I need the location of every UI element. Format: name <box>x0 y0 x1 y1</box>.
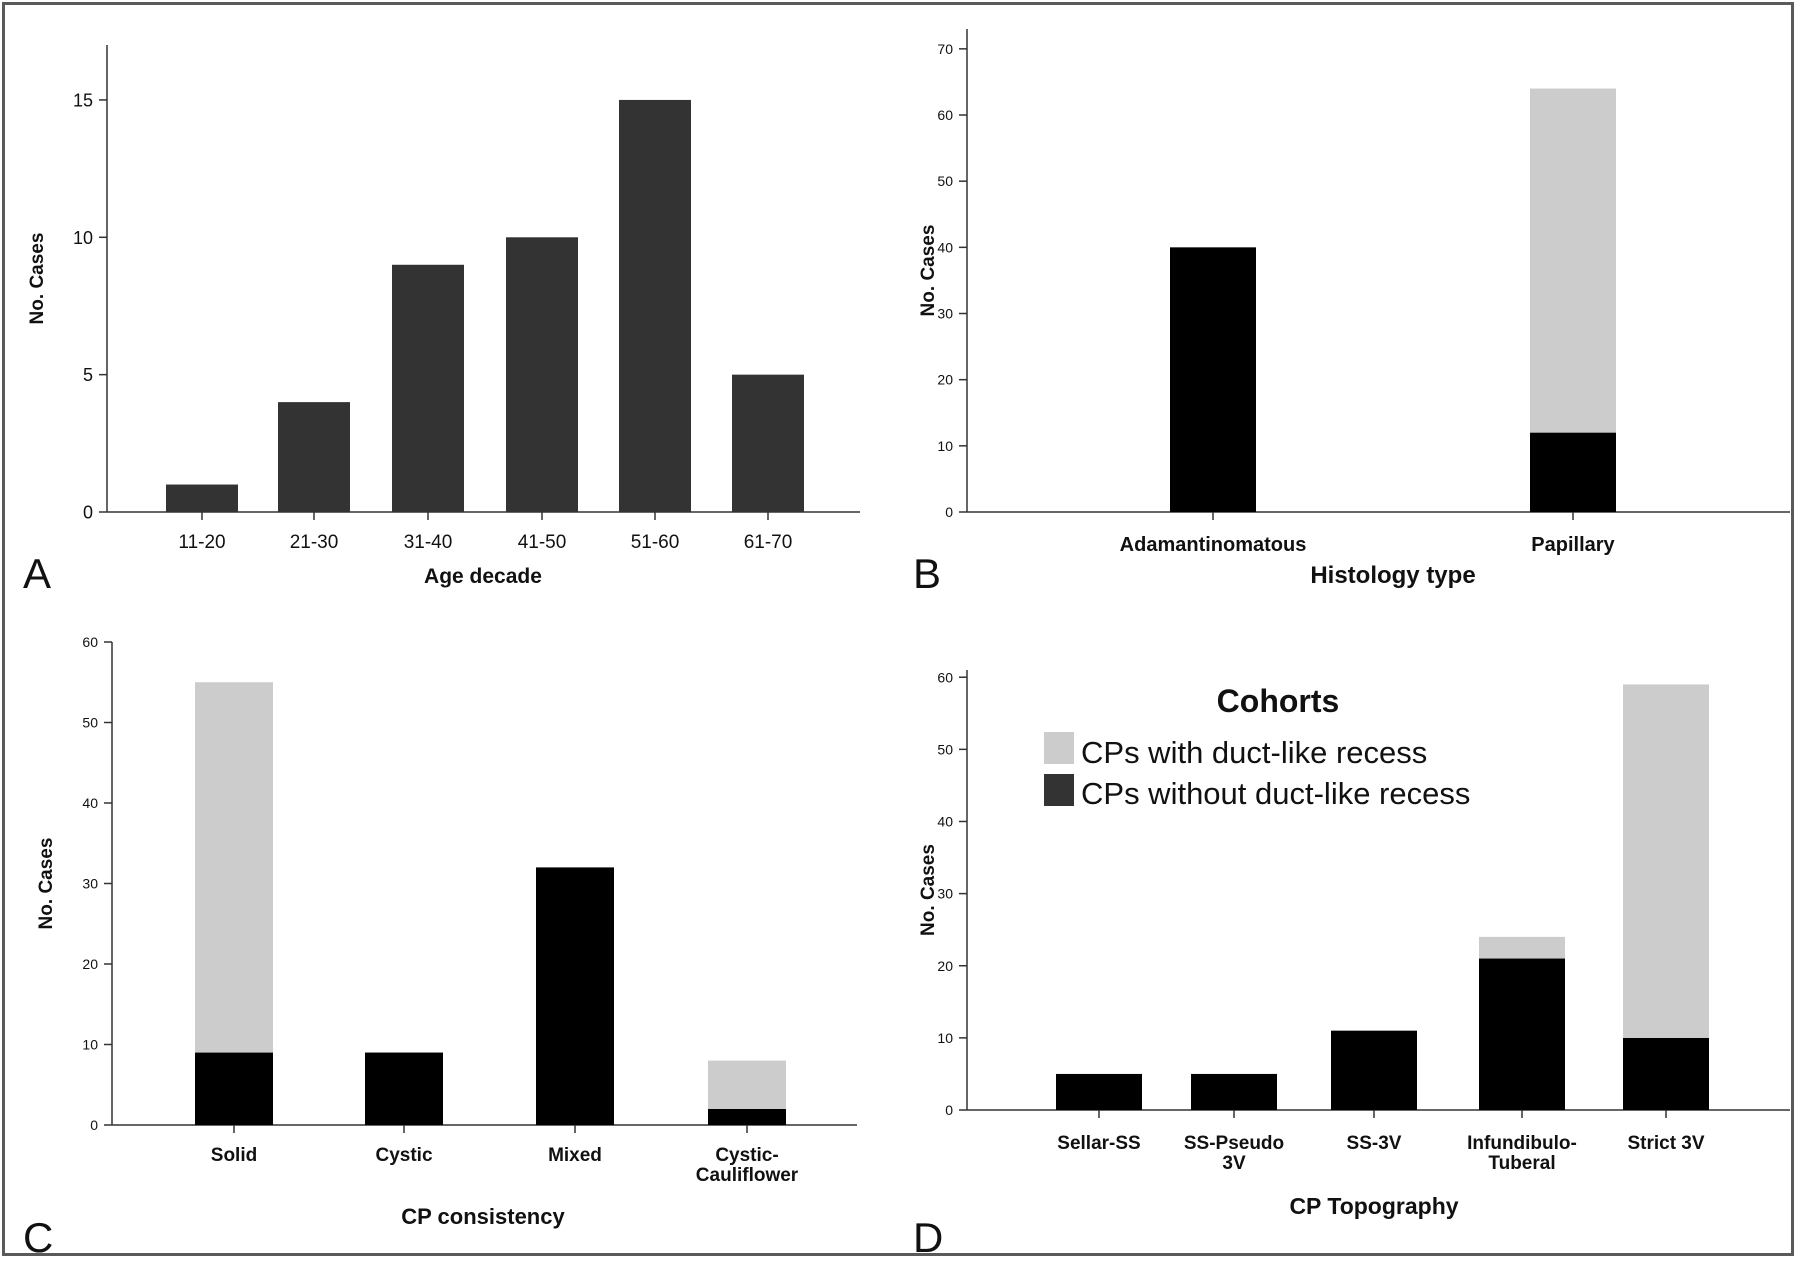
bar-a-3 <box>506 237 578 512</box>
chart-canvas: 0 5 10 15 11-20 21-30 31-40 41-50 51-60 61-70 No. … <box>23 29 1790 1259</box>
bar-d-3-without <box>1479 958 1565 1110</box>
bar-d-4-without <box>1623 1037 1709 1110</box>
y-tick-label: 50 <box>937 741 953 757</box>
x-tick-label: Mixed <box>548 1145 602 1166</box>
y-tick-label: 0 <box>945 1102 953 1118</box>
legend-label-with: CPs with duct-like recess <box>1081 735 1427 770</box>
x-tick-label: Solid <box>211 1145 257 1166</box>
panel-letter-c: C <box>23 1214 53 1259</box>
x-tick-label: Papillary <box>1531 534 1615 556</box>
y-tick-label: 30 <box>937 306 953 322</box>
chart-panel-a: 0 5 10 15 11-20 21-30 31-40 41-50 51-60 61-70 No. … <box>23 45 860 597</box>
y-tick-label: 40 <box>82 795 98 811</box>
bar-d-3-with <box>1479 936 1565 959</box>
y-axis-title: No. Cases <box>918 844 939 936</box>
bar-b-0-without <box>1170 247 1256 512</box>
x-tick-label: Strict 3V <box>1627 1133 1704 1154</box>
bar-d-1-without <box>1191 1073 1277 1110</box>
x-axis-title: CP Topography <box>1289 1193 1458 1219</box>
bar-a-4 <box>619 99 691 513</box>
y-tick-label: 50 <box>82 715 98 731</box>
chart-panel-d: 0 10 20 30 40 50 60 Sellar-SS SS-Pseudo 3V SS-3V In… <box>913 669 1790 1259</box>
chart-panel-c: 0 10 20 30 40 50 60 Solid Cystic Mixed Cystic-Caul… <box>23 634 857 1259</box>
x-tick-label: Infundibulo-Tuberal <box>1467 1133 1577 1174</box>
y-tick-label: 50 <box>937 173 953 189</box>
bar-a-5 <box>732 374 804 512</box>
bar-d-4-with <box>1623 684 1709 1038</box>
bar-b-1-without <box>1530 432 1616 512</box>
y-tick-label: 40 <box>937 814 953 830</box>
y-axis-title: No. Cases <box>36 838 57 930</box>
y-tick-label: 10 <box>82 1037 98 1053</box>
bar-a-1 <box>278 402 350 512</box>
y-tick-label: 30 <box>937 886 953 902</box>
bar-a-2 <box>392 264 464 512</box>
y-tick-label: 40 <box>937 239 953 255</box>
bar-a-0 <box>166 484 238 512</box>
y-tick-label: 30 <box>82 876 98 892</box>
y-tick-label: 60 <box>82 634 98 650</box>
x-tick-label: Cystic-Cauliflower <box>696 1145 799 1186</box>
x-tick-label: SS-3V <box>1347 1133 1402 1154</box>
y-tick-label: 60 <box>937 669 953 685</box>
bar-c-0-with <box>195 682 273 1053</box>
y-tick-label: 60 <box>937 107 953 123</box>
y-tick-label: 10 <box>937 1030 953 1046</box>
y-tick-label: 0 <box>83 502 93 522</box>
bar-c-0-without <box>195 1052 273 1125</box>
x-tick-label: SS-Pseudo 3V <box>1184 1133 1284 1174</box>
x-axis-title: Age decade <box>424 565 542 588</box>
y-tick-label: 20 <box>937 958 953 974</box>
bar-d-2-without <box>1331 1030 1417 1110</box>
y-tick-label: 15 <box>73 90 93 110</box>
bar-d-0-without <box>1056 1073 1142 1110</box>
legend-swatch-without <box>1044 774 1074 806</box>
x-tick-label: 31-40 <box>404 532 453 553</box>
bar-c-1-without <box>365 1052 443 1125</box>
legend-label-without: CPs without duct-like recess <box>1081 776 1470 811</box>
y-tick-label: 0 <box>90 1117 98 1133</box>
y-tick-label: 5 <box>83 365 93 385</box>
x-tick-label: Adamantinomatous <box>1120 534 1307 556</box>
legend-title: Cohorts <box>1217 683 1340 719</box>
x-axis-title: Histology type <box>1310 562 1475 589</box>
x-tick-label: Sellar-SS <box>1057 1133 1140 1154</box>
x-tick-label: 61-70 <box>744 532 793 553</box>
legend: Cohorts CPs with duct-like recess CPs with… <box>1044 683 1470 811</box>
panel-letter-d: D <box>913 1214 943 1259</box>
legend-swatch-with <box>1044 732 1074 764</box>
chart-panel-b: 0 10 20 30 40 50 60 70 Adamantinomatous Papillary… <box>913 29 1790 597</box>
panel-letter-b: B <box>913 550 941 597</box>
y-tick-label: 10 <box>73 228 93 248</box>
x-tick-label: 51-60 <box>631 532 680 553</box>
x-tick-label: Cystic <box>375 1145 432 1166</box>
x-tick-label: 21-30 <box>290 532 339 553</box>
y-tick-label: 0 <box>945 504 953 520</box>
bar-c-3-without <box>708 1108 786 1125</box>
panel-letter-a: A <box>23 550 51 597</box>
y-tick-label: 10 <box>937 438 953 454</box>
y-axis-title: No. Cases <box>918 225 939 317</box>
x-tick-label: 11-20 <box>178 532 225 553</box>
x-tick-label: 41-50 <box>518 532 567 553</box>
bar-c-3-with <box>708 1060 786 1109</box>
y-axis-title: No. Cases <box>27 233 48 325</box>
bar-b-1-with <box>1530 88 1616 433</box>
y-tick-label: 20 <box>82 956 98 972</box>
y-tick-label: 70 <box>937 41 953 57</box>
x-axis-title: CP consistency <box>401 1204 565 1229</box>
bar-c-2-without <box>536 867 614 1125</box>
y-tick-label: 20 <box>937 372 953 388</box>
